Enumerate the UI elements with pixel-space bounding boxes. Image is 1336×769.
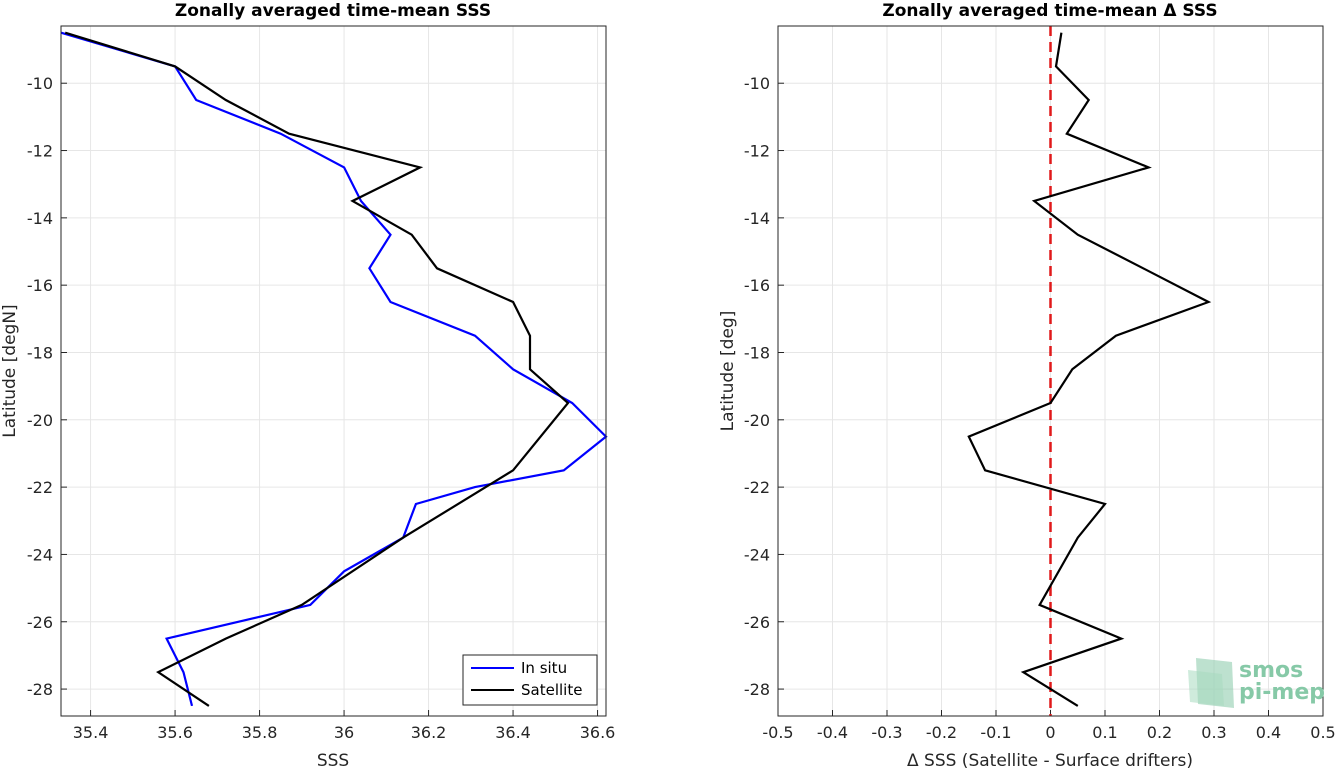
x-tick-label: 36.4 <box>495 723 531 742</box>
x-tick-label: 35.6 <box>157 723 193 742</box>
x-tick-label: 36.2 <box>411 723 447 742</box>
y-tick-label: -12 <box>27 142 53 161</box>
x-tick-label: 0.3 <box>1201 723 1226 742</box>
y-tick-label: -26 <box>744 613 770 632</box>
x-tick-label: -0.4 <box>817 723 848 742</box>
y-tick-label: -28 <box>744 680 770 699</box>
y-tick-label: -28 <box>27 680 53 699</box>
x-tick-label: -0.5 <box>762 723 793 742</box>
x-tick-label: 0.2 <box>1147 723 1172 742</box>
logo-text-smos: smos <box>1239 658 1303 683</box>
grid-lines <box>61 26 606 716</box>
x-tick-label: -0.1 <box>980 723 1011 742</box>
y-tick-label: -24 <box>744 545 770 564</box>
plot-area <box>61 26 606 716</box>
y-tick-label: -18 <box>744 343 770 362</box>
y-tick-label: -22 <box>27 478 53 497</box>
x-tick-label: 35.4 <box>73 723 109 742</box>
x-tick-label: -0.3 <box>871 723 902 742</box>
y-tick-label: -16 <box>744 276 770 295</box>
y-tick-label: -14 <box>744 209 770 228</box>
y-tick-label: -22 <box>744 478 770 497</box>
plot-frame <box>777 25 1324 717</box>
y-tick-label: -20 <box>27 411 53 430</box>
y-tick-label: -14 <box>27 209 53 228</box>
chart-title: Zonally averaged time-mean SSS <box>175 1 491 21</box>
y-tick-label: -10 <box>744 74 770 93</box>
series-lines <box>967 32 1212 707</box>
x-tick-label: 35.8 <box>242 723 278 742</box>
x-tick-label: 0 <box>1045 723 1055 742</box>
x-tick-labels: -0.5 -0.4 -0.3 -0.2 -0.1 0 0.1 0.2 0.3 0.4 0.5 <box>762 723 1335 742</box>
legend-box <box>462 654 598 706</box>
legend-label-in-situ: In situ <box>521 659 567 677</box>
x-tick-label: 0.5 <box>1310 723 1335 742</box>
x-tick-label: -0.2 <box>926 723 957 742</box>
x-tick-label: 36.6 <box>580 723 616 742</box>
delta-sss-chart: Zonally averaged time-mean Δ SSS -0.5 -0.… <box>718 1 1336 769</box>
sss-chart: Zonally averaged time-mean SSS 35.4 35.6 3… <box>0 1 615 769</box>
y-tick-label: -26 <box>27 613 53 632</box>
logo-text-pi-mep: pi-mep <box>1239 680 1325 705</box>
series-lines <box>60 31 608 707</box>
x-tick-label: 0.1 <box>1092 723 1117 742</box>
legend-label-satellite: Satellite <box>521 681 582 699</box>
y-axis-label: Latitude [degN] <box>0 304 20 437</box>
plot-frame <box>60 25 607 717</box>
y-tick-labels: -10 -12 -14 -16 -18 -20 -22 -24 -26 -28 <box>744 74 770 699</box>
y-axis-label: Latitude [deg] <box>718 311 738 432</box>
y-tick-label: -20 <box>744 411 770 430</box>
x-tick-label: 0.4 <box>1256 723 1281 742</box>
x-axis-label: Δ SSS (Satellite - Surface drifters) <box>907 751 1193 769</box>
y-tick-labels: -10 -12 -14 -16 -18 -20 -22 -24 -26 -28 <box>27 74 53 699</box>
logo-mark-layer <box>1188 670 1224 706</box>
y-tick-label: -10 <box>27 74 53 93</box>
x-axis-label: SSS <box>317 751 349 769</box>
chart-title: Zonally averaged time-mean Δ SSS <box>882 1 1217 21</box>
x-tick-label: 36 <box>334 723 354 742</box>
smos-pi-mep-logo: smos pi-mep <box>1188 658 1325 708</box>
legend: In situ Satellite <box>462 654 598 706</box>
y-tick-label: -18 <box>27 343 53 362</box>
x-tick-labels: 35.4 35.6 35.8 36 36.2 36.4 36.6 <box>73 723 616 742</box>
series-line-0 <box>967 32 1212 707</box>
series-line-1 <box>64 31 570 707</box>
y-tick-label: -16 <box>27 276 53 295</box>
y-tick-label: -12 <box>744 142 770 161</box>
y-tick-label: -24 <box>27 545 53 564</box>
